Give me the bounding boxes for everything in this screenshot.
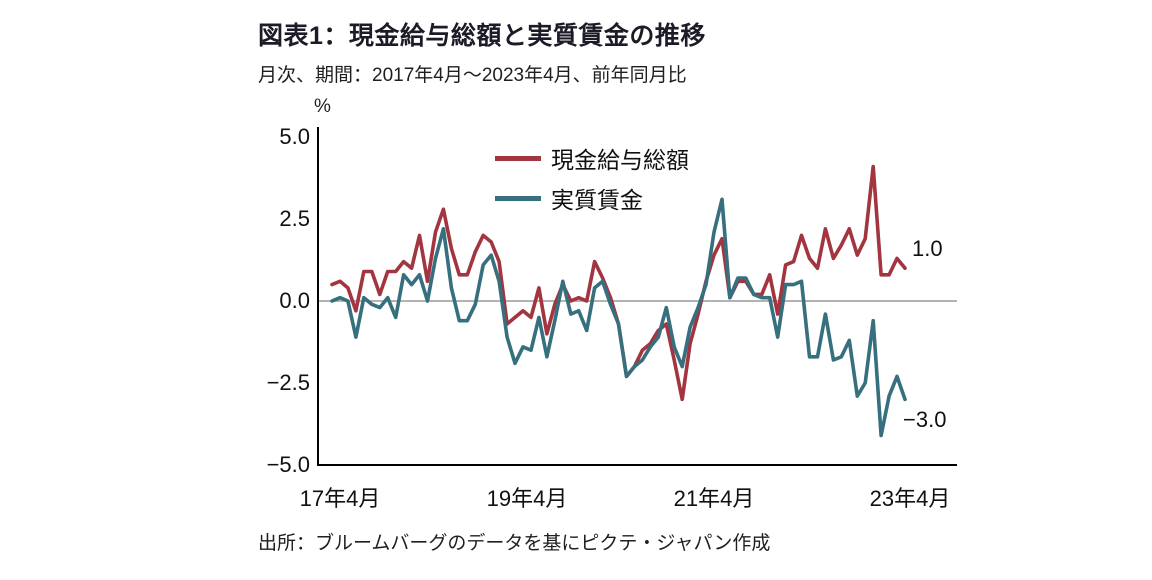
legend: 現金給与総額 実質賃金 — [495, 138, 689, 218]
y-tick-label: −2.5 — [266, 370, 310, 395]
legend-item-cash-earnings: 現金給与総額 — [495, 138, 689, 178]
y-tick-label: −5.0 — [266, 452, 310, 477]
real-wages-line — [330, 197, 907, 438]
cash-earnings-end-value: 1.0 — [912, 236, 943, 261]
y-tick-label: 0.0 — [279, 288, 310, 313]
real-wages-end-value: −3.0 — [903, 407, 947, 432]
legend-label-real-wages: 実質賃金 — [551, 187, 643, 213]
legend-label-cash-earnings: 現金給与総額 — [551, 147, 689, 173]
cash-earnings-line-swatch — [495, 155, 541, 161]
legend-item-real-wages: 実質賃金 — [495, 178, 689, 218]
y-tick-label: 5.0 — [279, 124, 310, 149]
page-title: 図表1：現金給与総額と実質賃金の推移 — [258, 22, 706, 50]
x-tick-label: 23年4月 — [869, 486, 951, 511]
y-tick-label: 2.5 — [279, 206, 310, 231]
source-note: 出所：ブルームバーグのデータを基にピクテ・ジャパン作成 — [258, 533, 771, 554]
real-wages-line-swatch — [495, 195, 541, 201]
x-tick-label: 17年4月 — [299, 486, 381, 511]
x-tick-label: 21年4月 — [673, 486, 755, 511]
x-tick-label: 19年4月 — [486, 486, 568, 511]
y-axis-unit-label: % — [314, 96, 331, 117]
chart-subtitle: 月次、期間：2017年4月～2023年4月、前年同月比 — [258, 65, 687, 86]
